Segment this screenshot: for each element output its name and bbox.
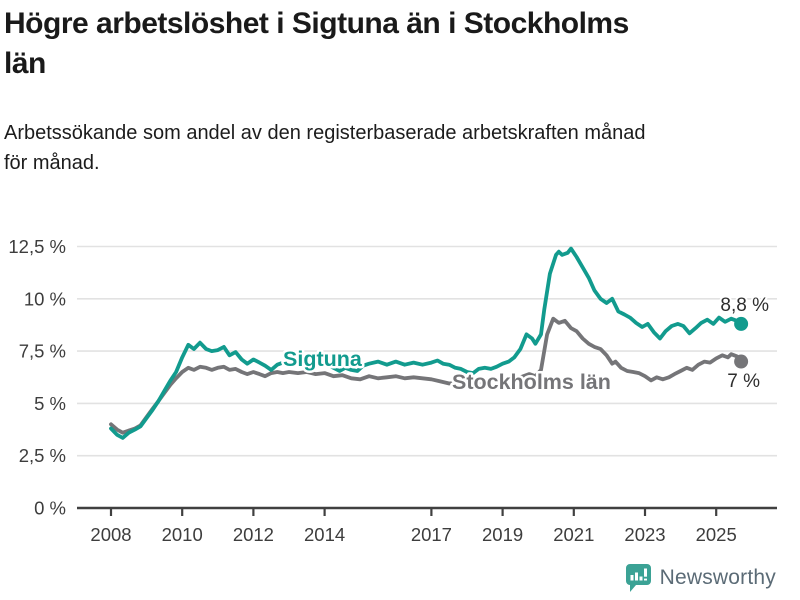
x-axis-tick-label: 2012 (233, 524, 274, 545)
bar-chart-speech-bubble-icon (625, 564, 651, 592)
y-axis-tick-label: 10 % (24, 288, 66, 309)
page-title: Högre arbetslöshet i Sigtuna än i Stockh… (4, 7, 629, 80)
brand-name: Newsworthy (659, 566, 776, 589)
x-axis-tick-label: 2021 (553, 524, 594, 545)
series-line-stockholms-lan (109, 316, 743, 435)
x-axis-tick-label: 2017 (411, 524, 452, 545)
unemployment-line-chart: 0 % 2,5 % 5 % 7,5 % 10 % 12,5 % 2008 2010 2012 20… (8, 236, 777, 545)
x-axis-tick-label: 2023 (624, 524, 665, 545)
chart-area: 0 % 2,5 % 5 % 7,5 % 10 % 12,5 % 2008 2010 2012 20… (0, 225, 800, 565)
y-axis-tick-label: 7,5 % (19, 341, 66, 362)
newsworthy-logo-link[interactable]: Newsworthy (625, 564, 776, 592)
x-axis-tick-label: 2014 (304, 524, 345, 545)
x-axis-tick-label: 2010 (162, 524, 203, 545)
y-axis-tick-label: 0 % (34, 498, 66, 519)
y-axis-tick-label: 12,5 % (8, 236, 66, 257)
x-axis-tick-label: 2019 (482, 524, 523, 545)
page-subtitle: Arbetssökande som andel av den registerb… (4, 122, 646, 174)
end-dot-sigtuna (734, 316, 749, 331)
end-value-label-stockholms-lan: 7 % (727, 371, 760, 392)
series-label-stockholms-lan: Stockholms län (452, 370, 611, 394)
series-line-sigtuna (109, 246, 743, 440)
end-dot-stockholms-lan (734, 354, 749, 369)
x-axis-tick-label: 2025 (696, 524, 737, 545)
series-label-sigtuna: Sigtuna (283, 347, 363, 371)
y-axis-tick-label: 5 % (34, 393, 66, 414)
y-axis-tick-label: 2,5 % (19, 445, 66, 466)
x-axis-tick-label: 2008 (90, 524, 131, 545)
end-value-label-sigtuna: 8,8 % (720, 295, 769, 316)
